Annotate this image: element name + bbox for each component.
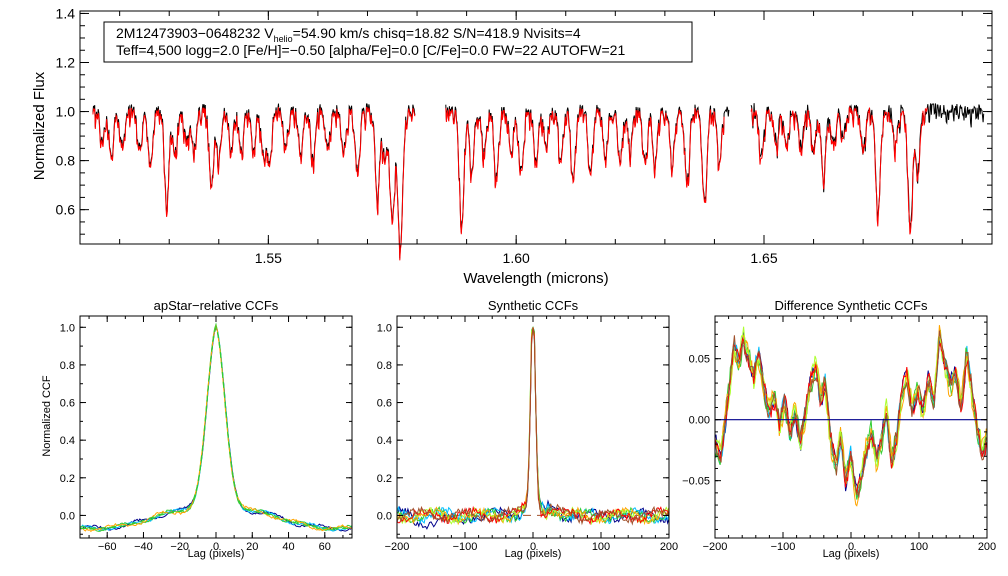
difference-ccf-combined [714, 330, 987, 498]
x-tick-label: 20 [246, 541, 258, 553]
difference-ccf-visit-5 [714, 326, 987, 496]
info-box: 2M12473903−0648232 Vhelio=54.90 km/s chi… [103, 21, 693, 63]
difference-ccf-visit-4 [714, 325, 987, 507]
y-tick-label: 0.4 [377, 435, 392, 447]
spectrum-ticks: 1.55 1.60 1.65 0.6 0.8 1.0 1.2 1.4 [56, 5, 992, 266]
apstar-ccf-visit-1 [80, 326, 353, 532]
synthetic-ticks: −200 −100 0 100 200 0.0 0.2 0.4 0.6 0.8 1.0 [377, 316, 678, 553]
info-box-border [103, 21, 693, 63]
x-tick-label: 200 [978, 541, 996, 553]
x-tick-label: −200 [385, 541, 410, 553]
y-tick-label: 1.0 [377, 322, 392, 334]
apstar-ylabel: Normalized CCF [41, 375, 53, 457]
x-tick-label: 60 [319, 541, 331, 553]
y-tick-label: 0.0 [60, 510, 75, 522]
y-tick-label: 0.2 [60, 473, 75, 485]
y-tick-label: 0.8 [56, 153, 76, 169]
synthetic-ccf-panel: −200 −100 0 100 200 0.0 0.2 0.4 0.6 0.8 1.0 Synthe… [377, 298, 678, 560]
y-tick-label: 1.0 [60, 322, 75, 334]
y-tick-label: 0.8 [377, 360, 392, 372]
spectrum-xlabel: Wavelength (microns) [463, 270, 608, 287]
y-tick-label: 0.4 [60, 435, 75, 447]
x-tick-label: 1.55 [255, 250, 282, 266]
synthetic-xlabel: Lag (pixels) [505, 548, 562, 560]
spectrum-axes-frame [79, 10, 993, 245]
synthetic-ccf-visit-6 [396, 327, 670, 526]
info-line-1-start: 2M12473903−0648232 V [116, 25, 274, 41]
y-tick-label: 0.00 [689, 415, 710, 427]
apstar-ccf-panel: −60 −40 −20 0 20 40 60 0.0 0.2 0.4 0.6 0.8 1.0 apSta… [41, 298, 353, 560]
x-tick-label: 0 [213, 541, 219, 553]
spectrum-ylabel: Normalized Flux [31, 71, 48, 180]
y-tick-label: 0.6 [377, 398, 392, 410]
x-tick-label: 0 [848, 541, 854, 553]
y-tick-label: 0.05 [689, 354, 710, 366]
x-tick-label: −100 [453, 541, 478, 553]
y-tick-label: 0.0 [377, 510, 392, 522]
apstar-xlabel: Lag (pixels) [188, 548, 245, 560]
info-line-1-end: =54.90 km/s chisq=18.82 S/N=418.9 Nvisit… [293, 25, 581, 41]
synthetic-ccf-visit-1 [396, 327, 670, 530]
x-tick-label: 100 [592, 541, 610, 553]
model-spectrum-chip-2 [445, 107, 725, 235]
difference-axes-frame [714, 315, 988, 539]
synthetic-axes-frame [396, 315, 670, 539]
y-tick-label: −0.05 [682, 476, 710, 488]
apstar-title: apStar−relative CCFs [154, 298, 279, 313]
spectrum-panel: 1.55 1.60 1.65 0.6 0.8 1.0 1.2 1.4 2M12473903−0… [31, 5, 993, 287]
synthetic-ccf-traces [396, 325, 670, 530]
synthetic-ccf-visit-3 [396, 325, 670, 525]
difference-ccf-traces [714, 325, 987, 507]
synthetic-title: Synthetic CCFs [488, 298, 579, 313]
synthetic-ccf-combined [396, 327, 670, 526]
y-tick-label: 0.2 [377, 473, 392, 485]
x-tick-label: −20 [170, 541, 189, 553]
x-tick-label: 1.65 [750, 250, 777, 266]
info-line-1-subscript: helio [274, 34, 293, 44]
apstar-axes-frame [79, 315, 353, 539]
info-line-1: 2M12473903−0648232 Vhelio=54.90 km/s chi… [116, 25, 581, 44]
x-tick-label: −60 [98, 541, 117, 553]
x-tick-label: −100 [771, 541, 796, 553]
apstar-ccf-combined [80, 325, 352, 530]
apstar-ticks: −60 −40 −20 0 20 40 60 0.0 0.2 0.4 0.6 0.8 1.0 [60, 316, 352, 553]
difference-ccf-panel: −200 −100 0 100 200 −0.05 0.00 0.05 Difference … [682, 298, 996, 560]
x-tick-label: 0 [530, 541, 536, 553]
info-line-2: Teff=4,500 logg=2.0 [Fe/H]=−0.50 [alpha/… [116, 42, 625, 58]
y-tick-label: 1.2 [56, 55, 76, 71]
observed-spectrum-chip-1 [92, 103, 416, 259]
difference-ticks: −200 −100 0 100 200 −0.05 0.00 0.05 [682, 316, 996, 553]
x-tick-label: 40 [282, 541, 294, 553]
model-spectrum-chip-1 [92, 106, 416, 261]
spectrum-traces [92, 103, 985, 261]
y-tick-label: 0.8 [60, 360, 75, 372]
synthetic-ccf-visit-5 [396, 327, 670, 526]
x-tick-label: −40 [134, 541, 153, 553]
synthetic-ccf-visit-4 [396, 327, 670, 526]
y-tick-label: 1.0 [56, 104, 76, 120]
y-tick-label: 1.4 [56, 5, 76, 21]
x-tick-label: 100 [910, 541, 928, 553]
synthetic-ccf-visit-2 [396, 327, 670, 525]
model-spectrum-chip-3 [750, 105, 928, 235]
x-tick-label: −200 [703, 541, 728, 553]
y-tick-label: 0.6 [60, 398, 75, 410]
difference-title: Difference Synthetic CCFs [775, 298, 928, 313]
difference-xlabel: Lag (pixels) [823, 548, 880, 560]
apstar-ccf-visit-2 [79, 324, 353, 532]
apstar-ccf-traces [79, 322, 353, 533]
apstar-ccf-visit-3 [79, 322, 353, 532]
y-tick-label: 0.6 [56, 202, 76, 218]
apstar-ccf-visit-4 [79, 324, 353, 533]
x-tick-label: 1.60 [503, 250, 530, 266]
x-tick-label: 200 [660, 541, 678, 553]
